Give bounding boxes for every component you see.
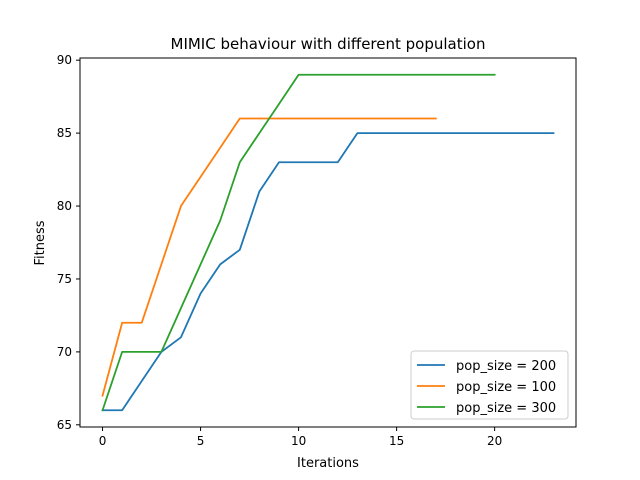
chart-title: MIMIC behaviour with different populatio… <box>171 35 486 53</box>
x-tick-label: 10 <box>291 434 306 448</box>
y-tick-label: 75 <box>57 272 72 286</box>
legend: pop_size = 200 pop_size = 100 pop_size = 3… <box>410 350 569 420</box>
legend-label-0: pop_size = 200 <box>456 359 556 374</box>
axes-frame <box>79 57 577 428</box>
series-line-1 <box>101 117 437 397</box>
y-axis-label: Fitness <box>33 220 48 265</box>
legend-label-2: pop_size = 300 <box>456 401 556 416</box>
series-line-2 <box>101 73 496 412</box>
legend-label-1: pop_size = 100 <box>456 380 556 395</box>
x-tick-label: 15 <box>389 434 404 448</box>
series-line-0 <box>101 132 555 412</box>
legend-box <box>410 350 569 420</box>
x-tick-label: 5 <box>197 434 205 448</box>
y-tick-label: 65 <box>57 418 72 432</box>
y-tick-label: 80 <box>57 199 72 213</box>
y-tick-label: 90 <box>57 53 72 67</box>
x-tick-label: 20 <box>487 434 502 448</box>
y-tick-label: 85 <box>57 126 72 140</box>
y-tick-label: 70 <box>57 345 72 359</box>
plot-area: 0 5 10 15 20 65 70 75 80 85 90 <box>57 53 577 448</box>
x-axis-label: Iterations <box>297 456 359 471</box>
x-tick-label: 0 <box>99 434 107 448</box>
